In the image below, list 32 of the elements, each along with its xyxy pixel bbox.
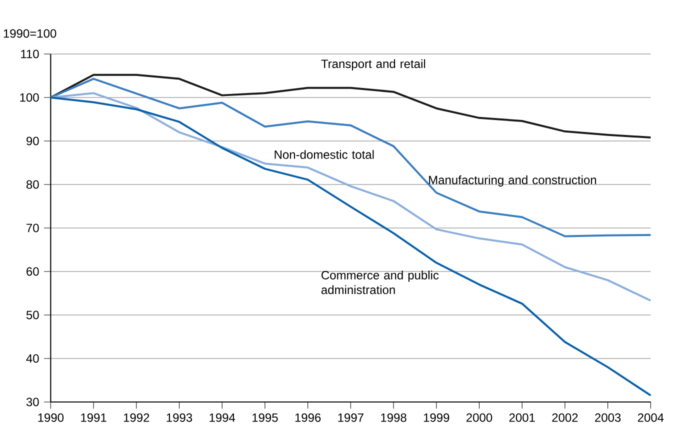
x-tick-label: 1993 (166, 413, 192, 422)
series-label: Commerce and public administration (321, 270, 439, 294)
series-label: Manufacturing and construction (429, 175, 596, 187)
y-tick-label: 70 (26, 224, 39, 232)
x-tick-label: 1992 (124, 413, 150, 422)
x-tick-label: 1999 (424, 413, 450, 422)
line-series (50, 78, 652, 238)
x-tick-label: 1990 (38, 413, 64, 422)
y-tick-label: 80 (26, 180, 39, 189)
line-series (50, 96, 652, 396)
y-tick-label: 50 (26, 310, 39, 320)
x-tick-label: 1998 (381, 413, 406, 422)
y-tick-label: 30 (26, 398, 39, 406)
x-tick-label: 2001 (509, 413, 535, 422)
x-tick-label: 1997 (338, 413, 364, 422)
x-tick-label: 2000 (466, 413, 492, 422)
x-tick-label: 2003 (595, 413, 621, 422)
x-tick-label: 1991 (81, 413, 106, 422)
x-tick-label: 2002 (552, 413, 578, 422)
x-tick-label: 1996 (295, 413, 321, 422)
y-axis-title: 1990=100 (4, 29, 56, 38)
y-tick-label: 60 (26, 267, 39, 276)
series-label: Transport and retail (321, 59, 426, 70)
y-tick-label: 40 (26, 354, 39, 363)
x-tick-label: 1994 (210, 413, 236, 422)
series-label: Non-domestic total (274, 150, 374, 159)
y-tick-label: 100 (20, 93, 39, 102)
x-tick-label: 1995 (252, 413, 278, 422)
line-series (50, 92, 652, 302)
x-tick-label: 2004 (638, 413, 664, 422)
y-tick-label: 90 (26, 136, 39, 146)
y-tick-label: 110 (21, 50, 39, 58)
